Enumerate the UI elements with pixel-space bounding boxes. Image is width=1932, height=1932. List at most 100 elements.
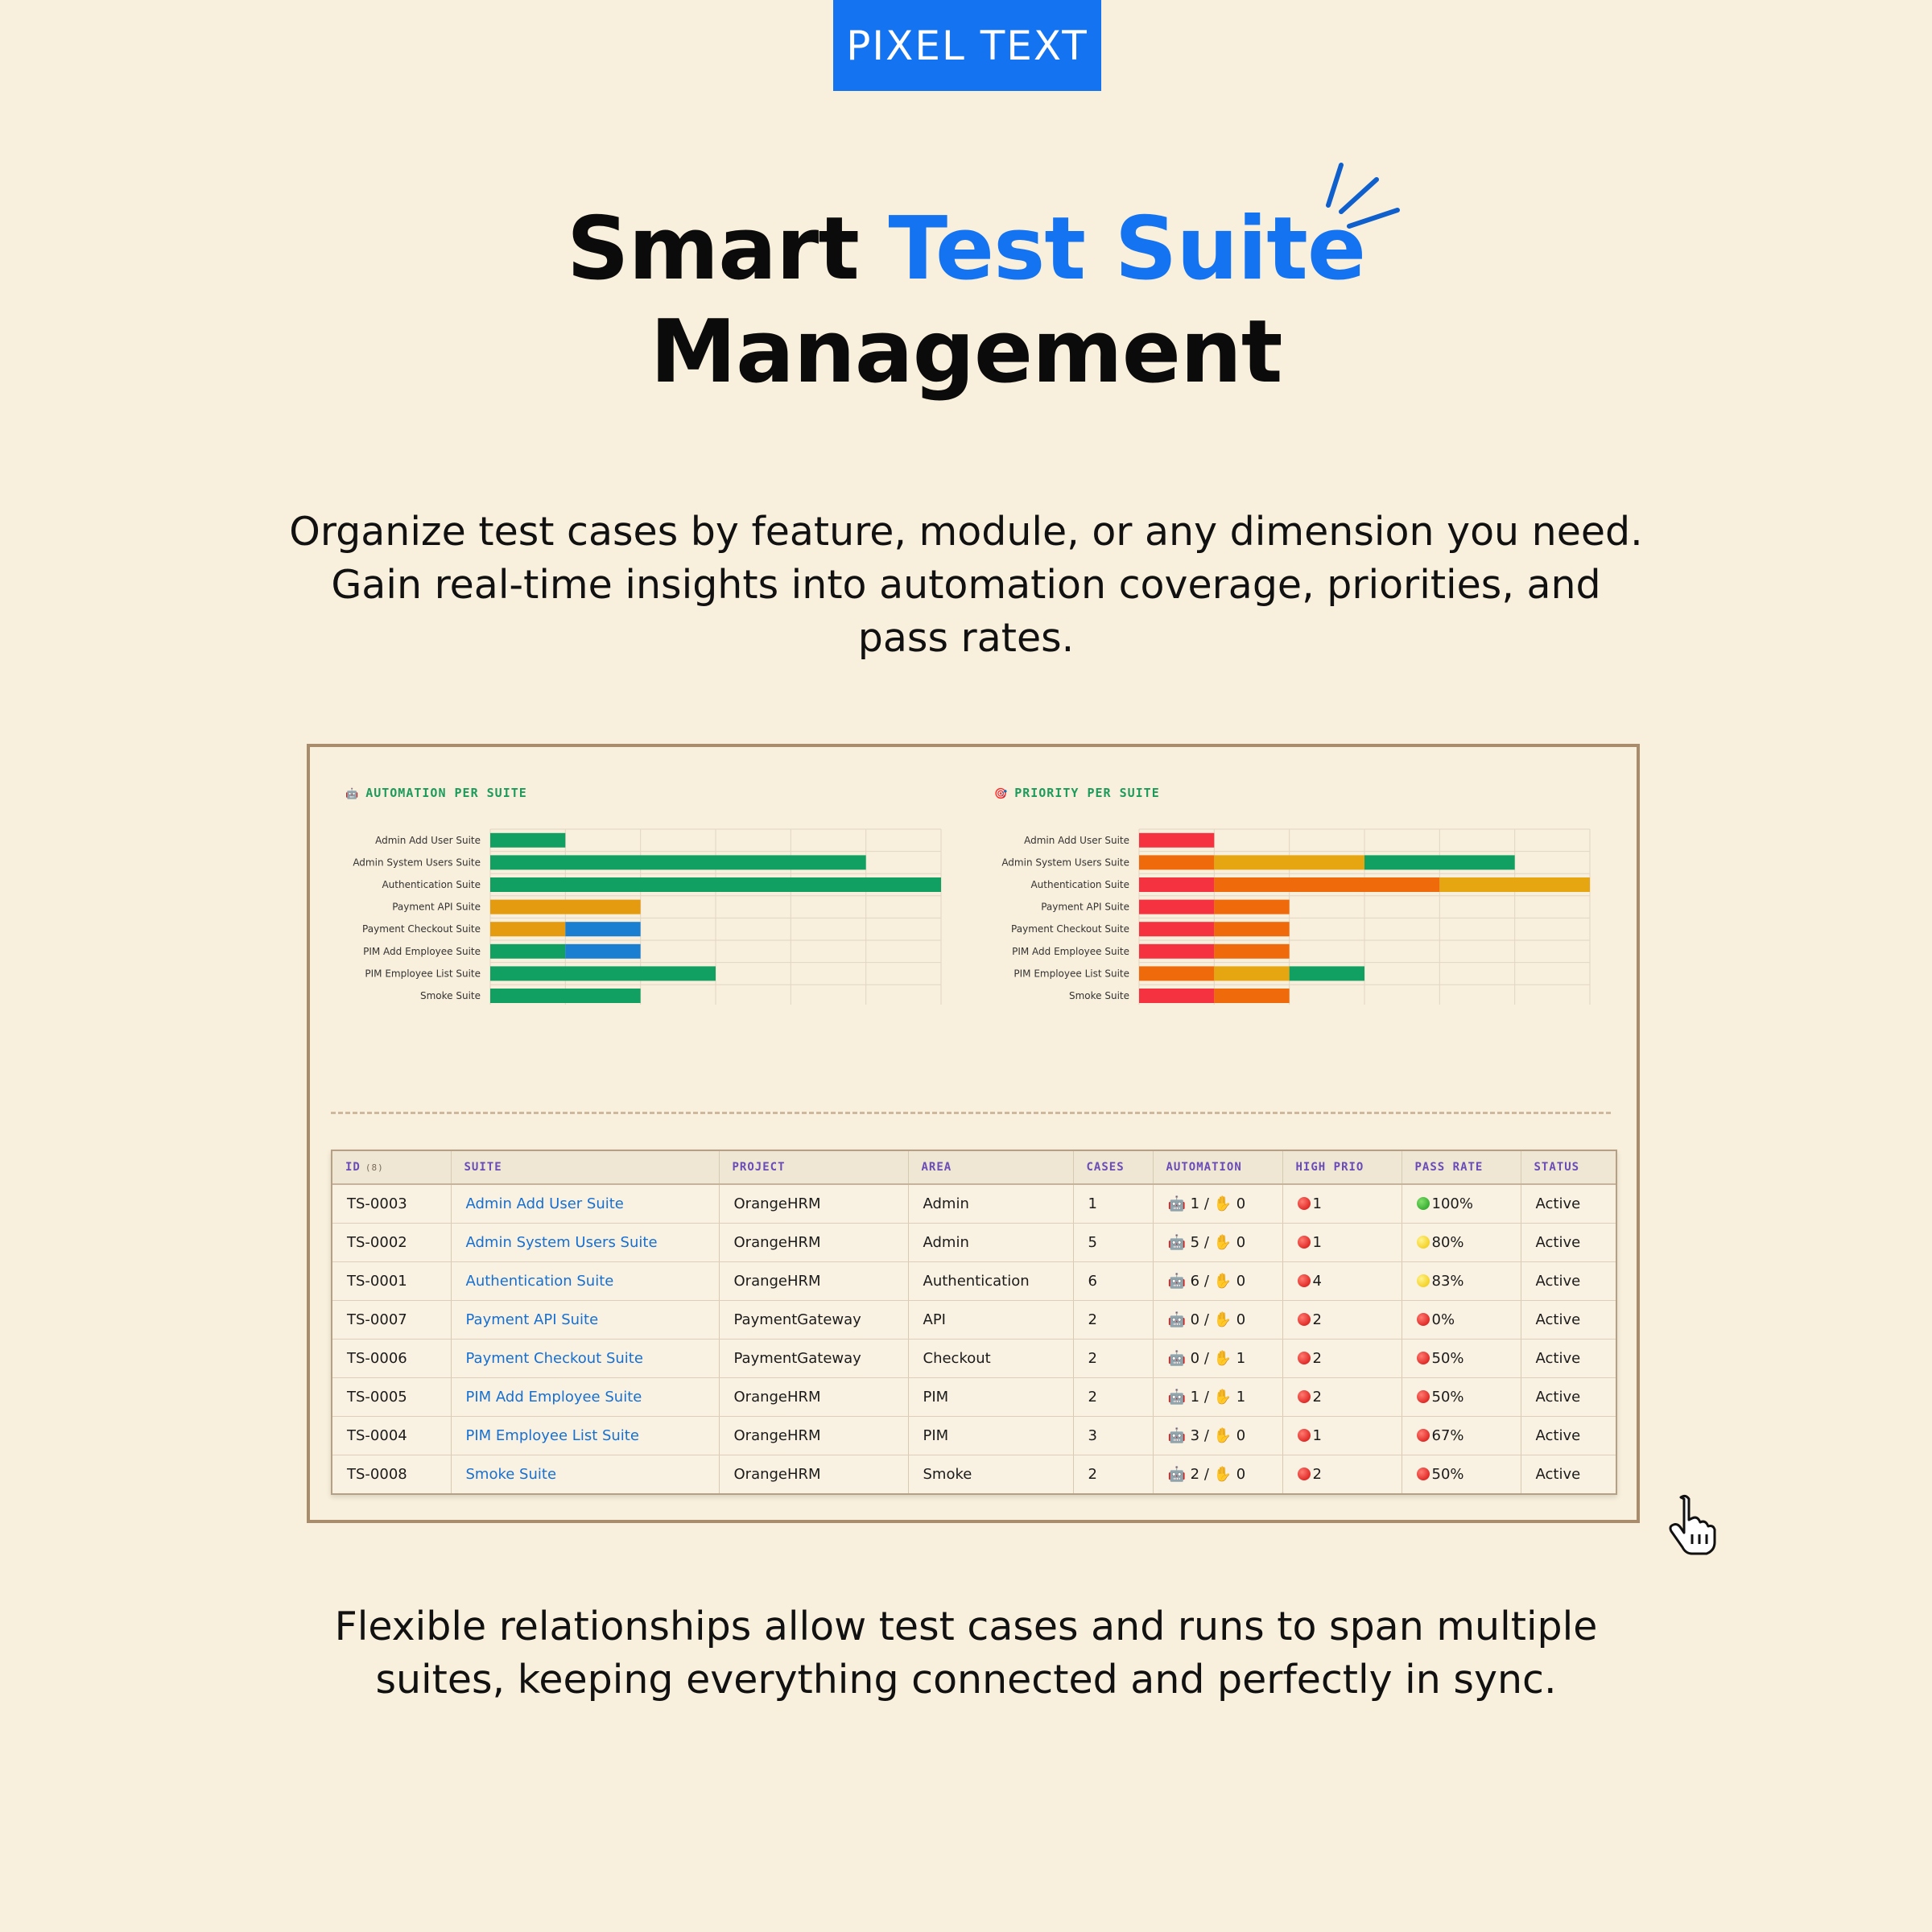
suite-link[interactable]: PIM Employee List Suite xyxy=(451,1416,720,1455)
suite-link[interactable]: Admin Add User Suite xyxy=(451,1184,720,1224)
column-header-status[interactable]: STATUS xyxy=(1521,1151,1616,1185)
bar-segment xyxy=(1214,989,1290,1003)
lead-line: Gain real-time insights into automation … xyxy=(331,562,1601,608)
bar-segment xyxy=(1289,966,1364,981)
page-title: Smart Test Suite xyxy=(0,198,1932,301)
column-header-project[interactable]: PROJECT xyxy=(719,1151,909,1185)
table-row[interactable]: TS-0005 PIM Add Employee Suite OrangeHRM PI… xyxy=(332,1377,1616,1417)
bar-segment xyxy=(1139,877,1215,892)
red-circle-icon xyxy=(1297,1352,1311,1364)
cell-pass-rate: 100% xyxy=(1402,1184,1521,1224)
cell-id: TS-0001 xyxy=(332,1261,452,1301)
cell-automation: 🤖 2 / ✋ 0 xyxy=(1153,1455,1283,1493)
automated-count: 5 xyxy=(1190,1234,1200,1251)
footer-paragraph: Flexible relationships allow test cases … xyxy=(177,1600,1755,1707)
bar-segment xyxy=(490,877,941,892)
priority-chart-title: 🎯 PRIORITY PER SUITE xyxy=(994,786,1160,800)
bar-segment xyxy=(565,922,641,937)
cell-project: OrangeHRM xyxy=(719,1416,909,1455)
cell-area: Checkout xyxy=(908,1339,1074,1378)
cell-area: API xyxy=(908,1300,1074,1340)
table-row[interactable]: TS-0001 Authentication Suite OrangeHRM Auth… xyxy=(332,1261,1616,1301)
cell-project: OrangeHRM xyxy=(719,1184,909,1224)
suite-link[interactable]: Admin System Users Suite xyxy=(451,1223,720,1262)
suite-link[interactable]: Payment Checkout Suite xyxy=(451,1339,720,1378)
lead-line: Organize test cases by feature, module, … xyxy=(289,509,1643,555)
cell-status: Active xyxy=(1521,1416,1616,1455)
category-label: Admin Add User Suite xyxy=(1024,835,1129,846)
footer-line: suites, keeping everything connected and… xyxy=(375,1657,1557,1703)
table-row[interactable]: TS-0006 Payment Checkout Suite PaymentGate… xyxy=(332,1339,1616,1378)
column-header-cases[interactable]: CASES xyxy=(1073,1151,1154,1185)
cell-status: Active xyxy=(1521,1223,1616,1262)
cell-cases: 2 xyxy=(1073,1455,1154,1493)
cell-cases: 2 xyxy=(1073,1300,1154,1340)
column-header-area[interactable]: AREA xyxy=(908,1151,1074,1185)
table-row[interactable]: TS-0007 Payment API Suite PaymentGateway AP… xyxy=(332,1300,1616,1340)
brand-badge: PIXEL TEXT xyxy=(833,0,1101,91)
cell-cases: 2 xyxy=(1073,1339,1154,1378)
suite-link[interactable]: PIM Add Employee Suite xyxy=(451,1377,720,1417)
category-label: PIM Add Employee Suite xyxy=(1012,946,1129,957)
cell-status: Active xyxy=(1521,1300,1616,1340)
cell-high-prio: 2 xyxy=(1282,1300,1402,1340)
category-label: Payment Checkout Suite xyxy=(362,923,481,935)
category-label: PIM Employee List Suite xyxy=(365,968,481,979)
robot-icon: 🤖 xyxy=(1167,1273,1186,1290)
hand-icon: ✋ xyxy=(1213,1466,1232,1483)
category-label: Authentication Suite xyxy=(1030,879,1129,890)
cell-area: PIM xyxy=(908,1416,1074,1455)
bar-segment xyxy=(1139,989,1215,1003)
hand-icon: ✋ xyxy=(1213,1311,1232,1328)
suite-link[interactable]: Authentication Suite xyxy=(451,1261,720,1301)
cell-project: PaymentGateway xyxy=(719,1339,909,1378)
cell-high-prio: 4 xyxy=(1282,1261,1402,1301)
column-header-pass-rate[interactable]: PASS RATE xyxy=(1402,1151,1521,1185)
robot-icon: 🤖 xyxy=(1167,1195,1186,1212)
bar-segment xyxy=(490,832,566,848)
cell-area: Authentication xyxy=(908,1261,1074,1301)
cell-id: TS-0005 xyxy=(332,1377,452,1417)
suite-link[interactable]: Payment API Suite xyxy=(451,1300,720,1340)
automated-count: 2 xyxy=(1190,1466,1200,1483)
cell-cases: 3 xyxy=(1073,1416,1154,1455)
cell-high-prio: 2 xyxy=(1282,1339,1402,1378)
sparkle-decoration xyxy=(1326,163,1400,229)
table-row[interactable]: TS-0002 Admin System Users Suite OrangeHRM… xyxy=(332,1223,1616,1262)
automated-count: 0 xyxy=(1190,1311,1200,1328)
cell-project: OrangeHRM xyxy=(719,1455,909,1493)
column-header-automation[interactable]: AUTOMATION xyxy=(1153,1151,1283,1185)
bar-segment xyxy=(565,943,641,959)
table-row[interactable]: TS-0004 PIM Employee List Suite OrangeHRM P… xyxy=(332,1416,1616,1455)
red-circle-icon xyxy=(1297,1429,1311,1442)
cell-automation: 🤖 1 / ✋ 0 xyxy=(1153,1184,1283,1224)
bar-segment xyxy=(1214,855,1364,870)
column-header-suite[interactable]: SUITE xyxy=(451,1151,720,1185)
bar-segment xyxy=(1139,899,1215,914)
target-icon: 🎯 xyxy=(994,788,1009,800)
cell-high-prio: 2 xyxy=(1282,1377,1402,1417)
cell-automation: 🤖 0 / ✋ 1 xyxy=(1153,1339,1283,1378)
lead-line: pass rates. xyxy=(857,615,1075,661)
cell-high-prio: 1 xyxy=(1282,1184,1402,1224)
robot-icon: 🤖 xyxy=(1167,1427,1186,1444)
bar-segment xyxy=(1139,966,1215,981)
robot-icon: 🤖 xyxy=(1167,1350,1186,1367)
yellow-circle-icon xyxy=(1416,1236,1430,1249)
cell-area: Admin xyxy=(908,1184,1074,1224)
robot-icon: 🤖 xyxy=(1167,1466,1186,1483)
table-header-row: ID (8) SUITE PROJECT AREA CASES AUTOMATIO… xyxy=(332,1151,1616,1185)
bar-segment xyxy=(1214,922,1290,937)
table-row[interactable]: TS-0008 Smoke Suite OrangeHRM Smoke 2 🤖 2 / ✋… xyxy=(332,1455,1616,1493)
cell-status: Active xyxy=(1535,1466,1581,1483)
cell-status: Active xyxy=(1521,1377,1616,1417)
cell-status: Active xyxy=(1521,1261,1616,1301)
column-header-high-prio[interactable]: HIGH PRIO xyxy=(1282,1151,1402,1185)
suite-link[interactable]: Smoke Suite xyxy=(451,1455,720,1493)
red-circle-icon xyxy=(1297,1236,1311,1249)
column-header-id[interactable]: ID (8) xyxy=(332,1151,452,1185)
bar-segment xyxy=(1139,922,1215,937)
cell-pass-rate: 67% xyxy=(1402,1416,1521,1455)
bar-segment xyxy=(1364,855,1515,870)
table-row[interactable]: TS-0003 Admin Add User Suite OrangeHRM Admi… xyxy=(332,1184,1616,1224)
